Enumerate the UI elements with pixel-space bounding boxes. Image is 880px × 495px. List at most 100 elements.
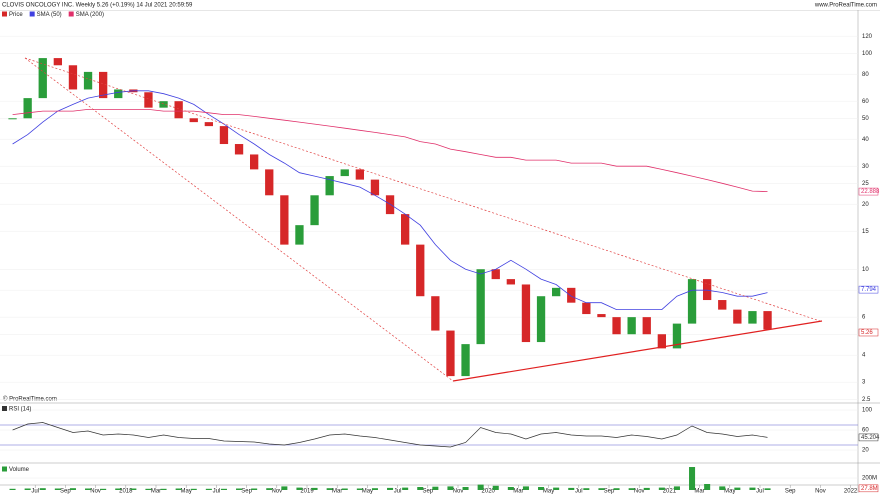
last-value-box (858, 328, 879, 337)
candle (657, 334, 667, 349)
legend-label: Volume (9, 467, 30, 473)
x-tick-label: Nov (453, 489, 464, 495)
y-tick-label: 40 (862, 137, 869, 143)
volume-bar (69, 488, 76, 490)
candle (174, 101, 183, 119)
source: www.ProRealTime.com (814, 3, 877, 9)
x-tick-label: Mar (694, 489, 704, 495)
legend-label: RSI (14) (9, 406, 31, 412)
series-line (12, 109, 768, 192)
candle (325, 176, 334, 196)
x-tick-label: Jul (756, 489, 764, 495)
y-tick-label: 15 (862, 229, 869, 235)
candle (431, 296, 440, 331)
candle (265, 169, 274, 196)
trend-lines (24, 57, 823, 382)
y-tick-label: 100 (862, 51, 873, 57)
candle (98, 71, 108, 99)
candle (461, 344, 470, 377)
y-tick-label: 100 (862, 408, 873, 414)
candle (295, 225, 304, 245)
y-tick-label: 120 (862, 34, 873, 40)
volume-bar (311, 487, 318, 490)
volume-bar (371, 488, 378, 490)
candle (385, 195, 395, 215)
volume-bar (538, 487, 545, 490)
volume-bar (492, 485, 499, 490)
y-tick-label: 20 (862, 448, 869, 454)
y-tick-label: 3 (862, 380, 866, 386)
volume-bar (447, 486, 454, 490)
legend-swatch (2, 406, 7, 411)
volume-bar (356, 488, 363, 490)
candle (114, 89, 123, 99)
x-tick-label: May (362, 489, 373, 495)
volume-bar (704, 484, 711, 490)
y-tick-label: 200M (862, 476, 877, 482)
volume-bar (24, 488, 31, 490)
candle (642, 317, 651, 335)
x-tick-label: Nov (90, 489, 101, 495)
volume-bar (190, 488, 197, 490)
candle (280, 195, 289, 245)
x-tick-label: Sep (604, 489, 615, 495)
series-line (12, 422, 768, 448)
candle (204, 122, 214, 127)
volume-bar (160, 488, 167, 490)
candle (748, 311, 757, 324)
x-tick-label: 2019 (300, 489, 314, 495)
x-tick-label: May (724, 489, 735, 495)
y-tick-label: 4 (862, 353, 866, 359)
legend-label: Price (9, 12, 23, 18)
candle (370, 179, 380, 196)
volume-bar (583, 488, 590, 490)
x-tick-label: Mar (513, 489, 523, 495)
volume-bar (85, 488, 92, 490)
x-tick-label: Jul (31, 489, 39, 495)
candle (219, 126, 229, 145)
chart-title: CLOVIS ONCOLOGY INC. Weekly 5.26 (+0.19%… (2, 3, 193, 9)
legend-swatch (2, 11, 7, 17)
volume-bar (236, 488, 243, 490)
candle (53, 58, 63, 66)
volume-bar (39, 488, 46, 490)
volume-bar (598, 488, 605, 490)
x-tick-label: Sep (785, 489, 796, 495)
x-tick-label: 2022 (844, 489, 858, 495)
volume-bar (326, 488, 333, 490)
volume-bar (387, 487, 394, 490)
x-tick-label: Sep (422, 489, 433, 495)
volume-bar (341, 488, 348, 490)
volume-bar (719, 486, 726, 490)
x-tick-label: Mar (151, 489, 161, 495)
x-tick-label: May (181, 489, 192, 495)
volume-bar (296, 487, 303, 490)
x-tick-label: Mar (332, 489, 342, 495)
candle (159, 101, 168, 108)
candle (551, 287, 561, 297)
x-tick-label: Sep (241, 489, 252, 495)
candle (355, 169, 365, 180)
candle (68, 65, 78, 90)
legend-swatch (68, 11, 74, 17)
volume-bar (673, 486, 680, 490)
volume-bar (553, 487, 560, 490)
volume-bar (658, 487, 665, 490)
volume-bar (689, 467, 696, 490)
volume-bar (507, 487, 514, 490)
last-value-label: 22.888 (861, 189, 880, 195)
x-tick-label: 2018 (119, 489, 133, 495)
candle (400, 214, 410, 245)
candle (310, 195, 319, 226)
y-tick-label: 2.5 (862, 397, 871, 403)
candle (627, 317, 636, 335)
volume-bar (749, 487, 756, 490)
candle (763, 311, 772, 330)
volume-bar (281, 486, 288, 490)
candle (521, 284, 531, 343)
last-value-label: 5.26 (861, 330, 873, 336)
volume-bar (568, 487, 575, 490)
last-value-box (858, 285, 879, 294)
